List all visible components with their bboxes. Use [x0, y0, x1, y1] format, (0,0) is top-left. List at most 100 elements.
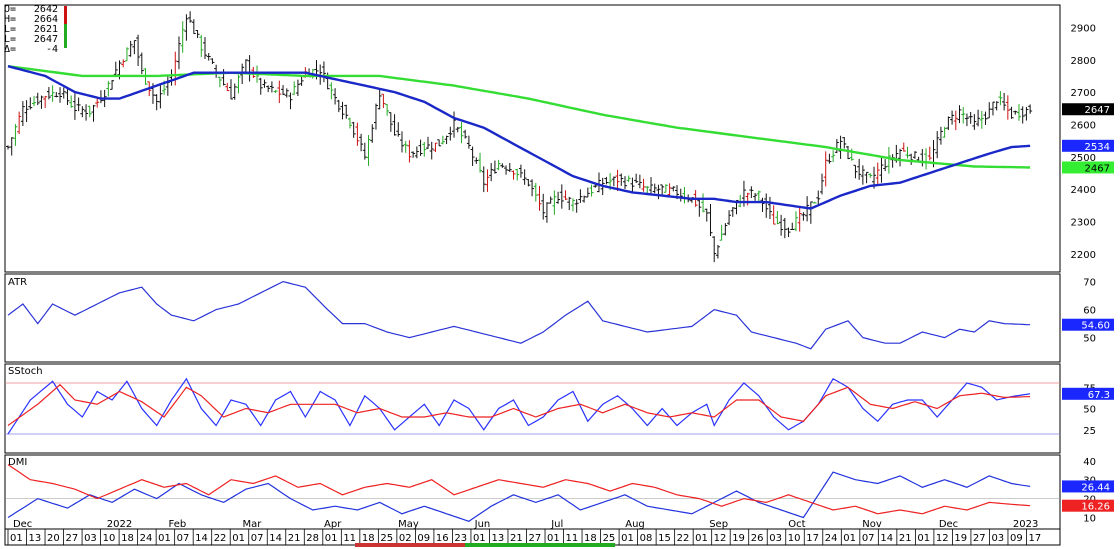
ohlc-bar	[139, 52, 144, 75]
ohlc-bar	[968, 112, 973, 124]
ohlc-bar	[485, 169, 490, 192]
ohlc-bar	[760, 197, 765, 212]
dmi-layer	[5, 464, 1060, 522]
ohlc-bar	[492, 160, 497, 174]
date-label: 01	[158, 533, 171, 544]
axes-layer: 2200 2300 2400 2500 2600 2700 2800 2900 50 60 70 25…	[1062, 23, 1114, 525]
ohlc-bar	[793, 211, 798, 232]
ohlc-bar	[1016, 104, 1021, 121]
ohlc-bar	[58, 87, 63, 103]
ohlc-bar	[637, 174, 642, 189]
ohlc-bar	[652, 183, 657, 194]
ohlc-bar	[994, 101, 999, 111]
ohlc-bar	[1009, 106, 1014, 119]
ohlc-bar	[942, 126, 947, 138]
ohlc-bar	[537, 185, 542, 211]
ohlc-bar	[273, 90, 278, 93]
ohlc-bar	[184, 14, 189, 41]
date-label: 01	[473, 533, 486, 544]
ohlc-bar	[84, 104, 89, 121]
ohlc-bar	[91, 104, 96, 122]
date-label: 01	[10, 533, 23, 544]
ohlc-bar	[377, 88, 382, 110]
ohlc-bar	[507, 162, 512, 173]
atr-value-tag-text: 54.60	[1081, 321, 1110, 332]
ohlc-bar	[39, 95, 44, 109]
stoch-d-line	[7, 383, 1031, 426]
ohlc-bar	[199, 34, 204, 58]
date-label: 03	[84, 533, 97, 544]
ohlc-bar	[987, 102, 992, 119]
ohlc-bar	[46, 87, 51, 100]
long-moving-average-line	[7, 65, 1031, 169]
ohlc-bar	[704, 208, 709, 222]
month-label: Feb	[168, 519, 186, 530]
ohlc-bar	[344, 104, 349, 119]
price-layer	[6, 11, 1033, 263]
month-label: Dec	[13, 519, 32, 530]
ohlc-bar	[671, 186, 676, 192]
ohlc-bar	[708, 203, 713, 237]
price-panel-frame	[4, 4, 1061, 273]
ohlc-bar	[269, 81, 274, 93]
month-label: Jun	[474, 519, 491, 530]
month-label: Jul	[550, 519, 563, 530]
ohlc-bar	[775, 210, 780, 225]
ohlc-bar	[321, 61, 326, 83]
ohlc-bar	[819, 173, 824, 195]
ohlc-open-value: 2642	[34, 4, 58, 15]
dmi-plus-tag: 26.44	[1062, 480, 1114, 493]
ohlc-low-value: 2621	[34, 24, 58, 35]
date-label: 23	[454, 533, 467, 544]
ohlc-bar	[370, 124, 375, 143]
ohlc-bar	[827, 153, 832, 164]
ohlc-open-label: O=	[4, 4, 16, 15]
ohlc-bar	[195, 30, 200, 39]
ohlc-bar	[927, 146, 932, 161]
month-label: Oct	[788, 519, 805, 530]
ohlc-bar	[225, 82, 230, 92]
date-label: 07	[177, 533, 190, 544]
date-label: 12	[936, 533, 949, 544]
ohlc-bar	[336, 99, 341, 113]
date-label: 14	[880, 533, 893, 544]
ohlc-bar	[80, 106, 85, 118]
ohlc-bar	[20, 101, 25, 127]
month-label: May	[398, 519, 419, 530]
ohlc-bar	[422, 142, 427, 157]
date-label: 18	[121, 533, 134, 544]
ohlc-bar	[481, 166, 486, 193]
price-axis-tick: 2900	[1071, 23, 1096, 34]
ohlc-bar	[812, 201, 817, 204]
date-label: 24	[825, 533, 838, 544]
ohlc-bar	[634, 173, 639, 183]
date-label: 11	[566, 533, 579, 544]
ohlc-bar	[556, 191, 561, 204]
ohlc-bar	[340, 101, 345, 120]
ohlc-bar	[589, 184, 594, 197]
ohlc-bar	[429, 141, 434, 160]
ohlc-bar	[452, 111, 457, 138]
short-ma-tag: 2534	[1062, 139, 1114, 153]
ohlc-bar	[552, 190, 557, 215]
ohlc-bar	[478, 152, 483, 173]
ohlc-bar	[801, 212, 806, 221]
ohlc-bar	[299, 75, 304, 86]
ohlc-bar	[983, 111, 988, 125]
date-label: 18	[584, 533, 597, 544]
ohlc-bar	[559, 184, 564, 209]
ohlc-bar	[619, 173, 624, 186]
date-label: 02	[399, 533, 412, 544]
ohlc-bar	[548, 196, 553, 204]
ohlc-bar	[756, 190, 761, 202]
date-label: 01	[621, 533, 634, 544]
ohlc-bar	[28, 97, 33, 110]
month-label: Aug	[625, 519, 645, 530]
ohlc-bar	[626, 175, 631, 182]
ohlc-change-label: Δ=	[4, 44, 16, 55]
date-label: 08	[640, 533, 653, 544]
month-label: Dec	[939, 519, 958, 530]
atr-panel-frame	[4, 273, 1061, 363]
price-axis-tick: 2600	[1071, 120, 1096, 131]
ohlc-bar	[13, 124, 18, 146]
